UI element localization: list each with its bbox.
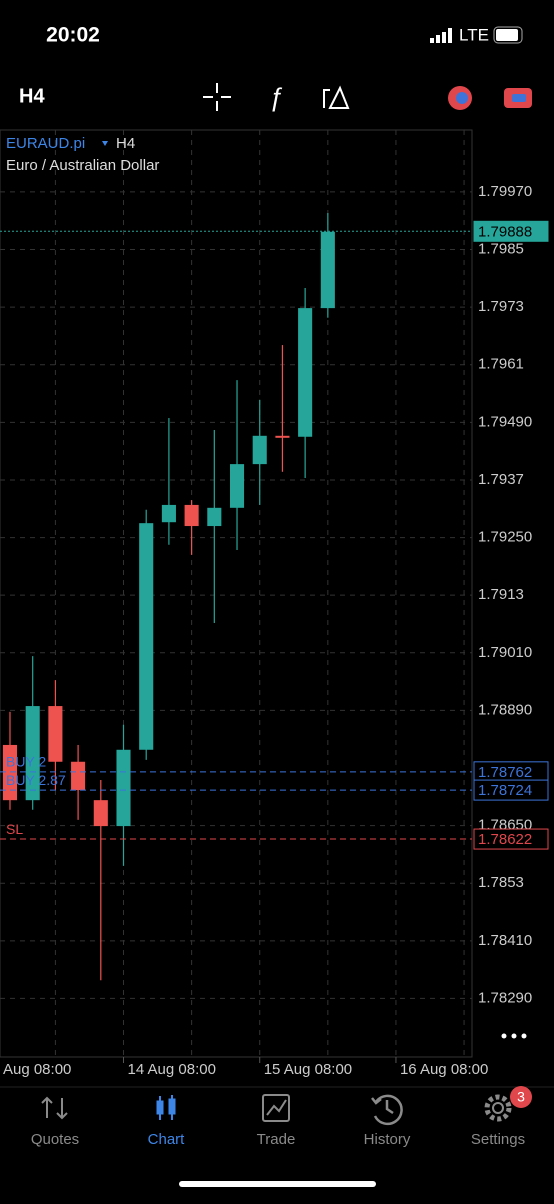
plot-frame bbox=[0, 129, 473, 1058]
tab-label[interactable]: History bbox=[364, 1131, 411, 1148]
settings-badge-count: 3 bbox=[517, 1089, 525, 1105]
timeframe-button[interactable]: H4 bbox=[19, 85, 45, 107]
y-tick-label: 1.78890 bbox=[478, 701, 532, 718]
symbol-dropdown[interactable] bbox=[102, 141, 108, 146]
y-tick-label: 1.79490 bbox=[478, 413, 532, 430]
price-tag bbox=[473, 779, 549, 801]
clock: 20:02 bbox=[46, 24, 100, 47]
settings-icon bbox=[484, 1094, 512, 1122]
candle-body bbox=[252, 435, 267, 465]
candle-body bbox=[48, 706, 63, 762]
symbol-description: Euro / Australian Dollar bbox=[6, 157, 159, 174]
price-tag-label: 1.78724 bbox=[478, 782, 532, 799]
candle-body bbox=[71, 761, 86, 791]
y-tick-label: 1.7853 bbox=[478, 874, 524, 891]
tab-label[interactable]: Quotes bbox=[31, 1131, 79, 1148]
quotes-icon bbox=[41, 1096, 68, 1120]
price-line-label: SL bbox=[6, 821, 23, 837]
price-line-label: BUY 2.87 bbox=[6, 772, 66, 788]
y-tick-label: 1.78290 bbox=[478, 989, 532, 1006]
x-tick-label: 14 Aug 08:00 bbox=[128, 1061, 216, 1078]
y-tick-label: 1.78410 bbox=[478, 932, 532, 949]
y-tick-label: 1.79250 bbox=[478, 529, 532, 546]
price-tag-label: 1.78762 bbox=[478, 764, 532, 781]
history-icon bbox=[371, 1094, 403, 1126]
tab-label[interactable]: Chart bbox=[148, 1131, 186, 1148]
battery-level bbox=[496, 29, 518, 41]
candle-body bbox=[139, 523, 154, 750]
y-tick-label: 1.7973 bbox=[478, 298, 524, 315]
home-indicator bbox=[179, 1181, 376, 1187]
candle-body bbox=[25, 706, 40, 801]
chart bbox=[0, 129, 473, 1058]
price-tag bbox=[473, 220, 549, 242]
candle-body bbox=[93, 800, 108, 827]
y-tick-label: 1.79010 bbox=[478, 644, 532, 661]
candle-body bbox=[298, 308, 313, 437]
candle-body bbox=[2, 744, 18, 801]
settings-badge bbox=[510, 1086, 532, 1108]
candle-body bbox=[207, 507, 222, 527]
chart-icon bbox=[156, 1095, 176, 1120]
price-tag-label: 1.78622 bbox=[478, 831, 532, 848]
tab-label[interactable]: Settings bbox=[471, 1131, 525, 1148]
symbol-timeframe: H4 bbox=[116, 135, 135, 152]
objects-button[interactable] bbox=[323, 85, 350, 109]
candle-body bbox=[320, 231, 335, 309]
x-tick-label: 15 Aug 08:00 bbox=[264, 1061, 352, 1078]
trade-icon bbox=[262, 1094, 290, 1122]
candle-body bbox=[275, 435, 290, 438]
y-tick-label: 1.7937 bbox=[478, 471, 524, 488]
y-tick-label: 1.79970 bbox=[478, 183, 532, 200]
indicators-button[interactable]: ƒ bbox=[269, 82, 283, 112]
tab-label[interactable]: Trade bbox=[257, 1131, 296, 1148]
price-tag bbox=[473, 828, 549, 850]
x-tick-label: 16 Aug 08:00 bbox=[400, 1061, 488, 1078]
y-tick-label: 1.7985 bbox=[478, 241, 524, 258]
candle-body bbox=[229, 464, 245, 508]
y-tick-label: 1.7913 bbox=[478, 586, 524, 603]
crosshair-button[interactable] bbox=[203, 83, 231, 111]
price-line-label: BUY 2 bbox=[6, 754, 46, 770]
price-tag-label: 1.79888 bbox=[478, 223, 532, 240]
candle-body bbox=[116, 749, 131, 827]
candle-body bbox=[161, 504, 176, 523]
symbol-name[interactable]: EURAUD.pi bbox=[6, 135, 85, 152]
battery bbox=[493, 26, 523, 44]
more-button[interactable] bbox=[501, 1033, 527, 1039]
x-tick-label: 3 Aug 08:00 bbox=[0, 1061, 71, 1078]
candle-body bbox=[184, 504, 199, 527]
signal-icon bbox=[430, 28, 452, 43]
y-tick-label: 1.7961 bbox=[478, 356, 524, 373]
network: LTE bbox=[459, 25, 489, 44]
